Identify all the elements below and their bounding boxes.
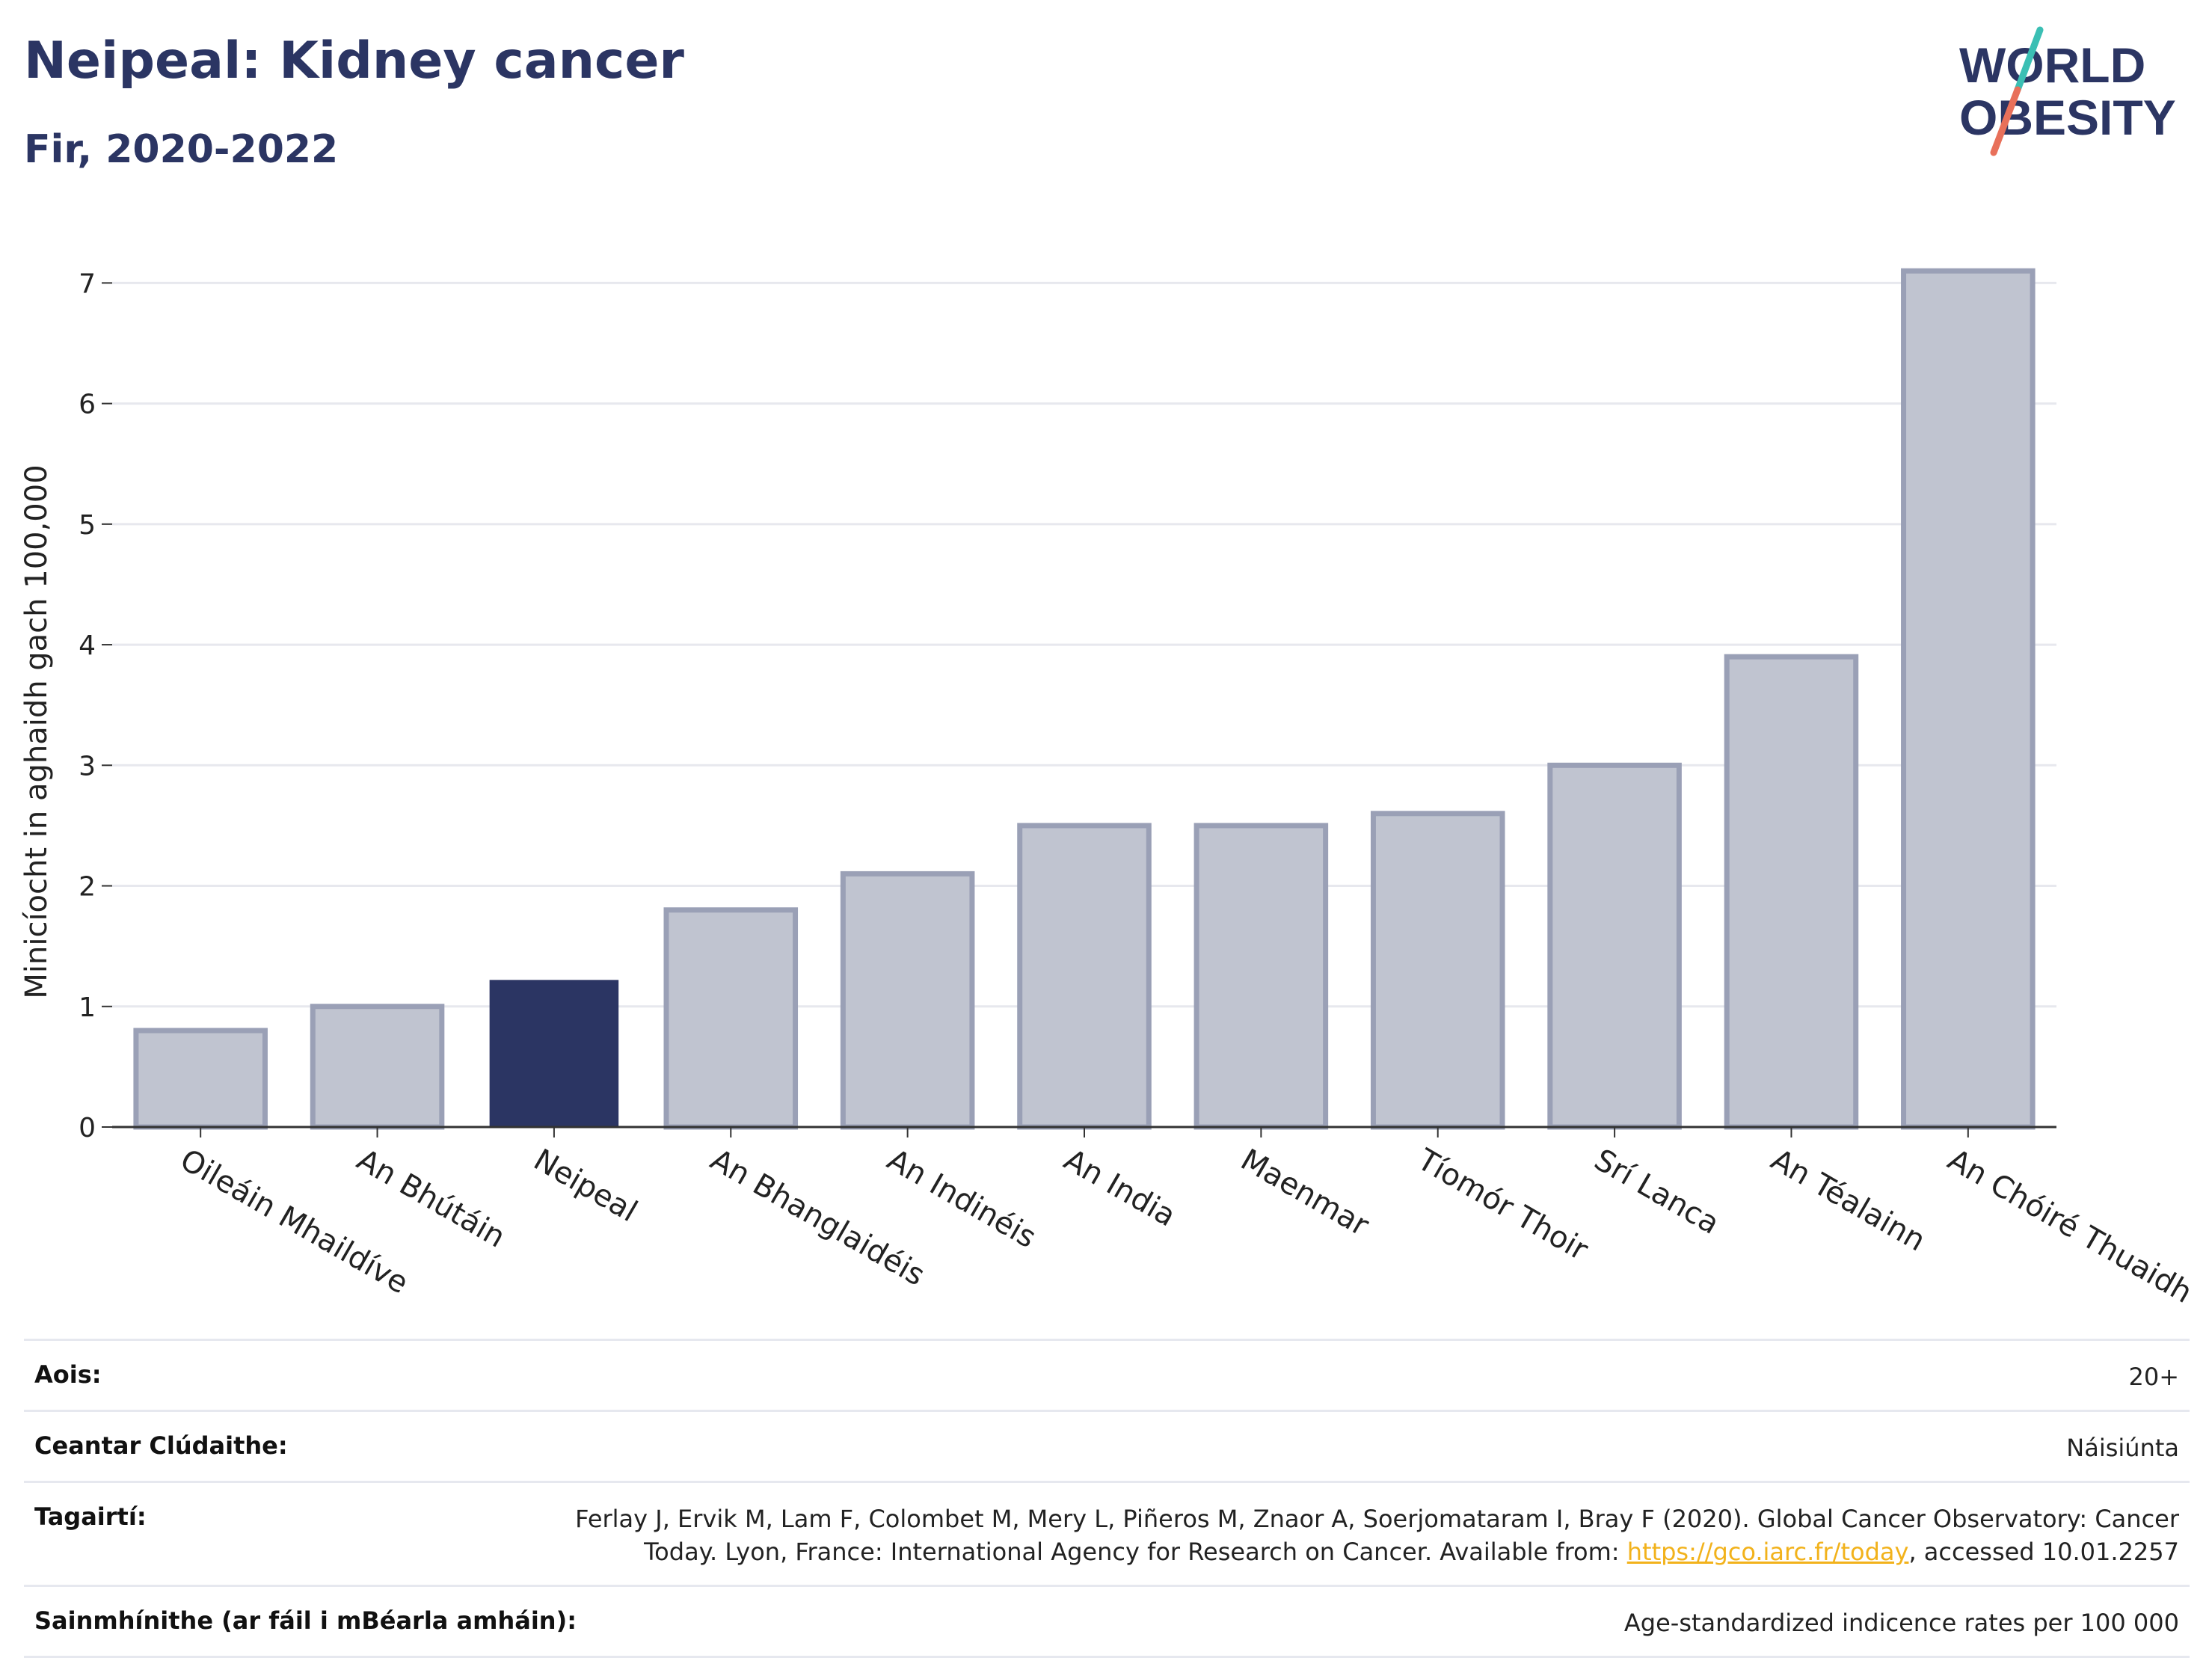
references-line2-post: , accessed 10.01.2257 [1908,1538,2179,1566]
x-tick-label: An Chóiré Thuaidh [1942,1143,2198,1310]
bar[interactable] [840,871,975,1130]
references-value: Ferlay J, Ervik M, Lam F, Colombet M, Me… [575,1502,2179,1568]
y-tick-label: 6 [79,390,96,420]
bar[interactable] [1017,823,1152,1130]
logo-line1: WORLD [1959,37,2145,93]
references-line1: Ferlay J, Ervik M, Lam F, Colombet M, Me… [575,1505,2179,1533]
references-label: Tagairtí: [34,1502,147,1531]
x-tick-label: An India [1058,1143,1182,1234]
references-line2-pre: Today. Lyon, France: International Agenc… [644,1538,1627,1566]
references-link[interactable]: https://gco.iarc.fr/today [1626,1538,1909,1566]
y-tick-label: 4 [79,630,96,661]
meta-row-definitions: Sainmhínithe (ar fáil i mBéarla amháin):… [24,1585,2190,1658]
meta-row-age: Aois: 20+ [24,1339,2190,1410]
bar[interactable] [489,980,619,1127]
coverage-value: Náisiúnta [2066,1434,2179,1462]
coverage-label: Ceantar Clúdaithe: [34,1431,288,1460]
x-tick-label: Srí Lanca [1588,1143,1725,1241]
y-tick-label: 7 [79,268,96,299]
x-tick-label: Tíomór Thoir [1411,1142,1594,1268]
bar[interactable] [663,907,799,1130]
logo-slash-top [2014,26,2044,93]
y-tick-label: 2 [79,872,96,903]
logo-line2: OBESITY [1959,90,2176,145]
chart-title: Neipeal: Kidney cancer [24,31,684,90]
y-tick-label: 1 [79,992,96,1023]
bar[interactable] [1547,762,1682,1130]
x-tick-label: An Indinéis [882,1143,1042,1255]
metadata-table: Aois: 20+ Ceantar Clúdaithe: Náisiúnta T… [24,1339,2190,1658]
y-tick-label: 5 [79,510,96,541]
x-tick-label: An Téalainn [1765,1143,1931,1259]
bar[interactable] [133,1028,268,1130]
y-tick-label: 3 [79,751,96,782]
axis-layer [102,282,2056,1137]
x-tick-label: Neipeal [528,1143,643,1229]
bar[interactable] [1724,654,1859,1130]
world-obesity-logo: WORLD OBESITY [1959,26,2176,156]
y-tick-label: 0 [79,1113,96,1143]
definitions-label: Sainmhínithe (ar fáil i mBéarla amháin): [34,1606,577,1635]
bar[interactable] [310,1004,445,1130]
bar[interactable] [1370,811,1505,1130]
y-axis-label: Minicíocht in aghaidh gach 100,000 [19,464,54,998]
x-tick-label: Maenmar [1235,1143,1374,1244]
meta-row-coverage: Ceantar Clúdaithe: Náisiúnta [24,1410,2190,1481]
bar[interactable] [1193,823,1329,1130]
age-value: 20+ [2128,1363,2179,1391]
age-label: Aois: [34,1360,102,1389]
x-tick-label: An Bhútáin [351,1143,511,1255]
chart-subtitle: Fir, 2020-2022 [24,127,339,172]
bar[interactable] [1901,268,2036,1130]
logo-slash-bottom [1990,86,2021,156]
bar-layer [133,268,2036,1130]
definitions-value: Age-standardized indicence rates per 100… [1623,1609,2179,1637]
meta-row-references: Tagairtí: Ferlay J, Ervik M, Lam F, Colo… [24,1481,2190,1585]
